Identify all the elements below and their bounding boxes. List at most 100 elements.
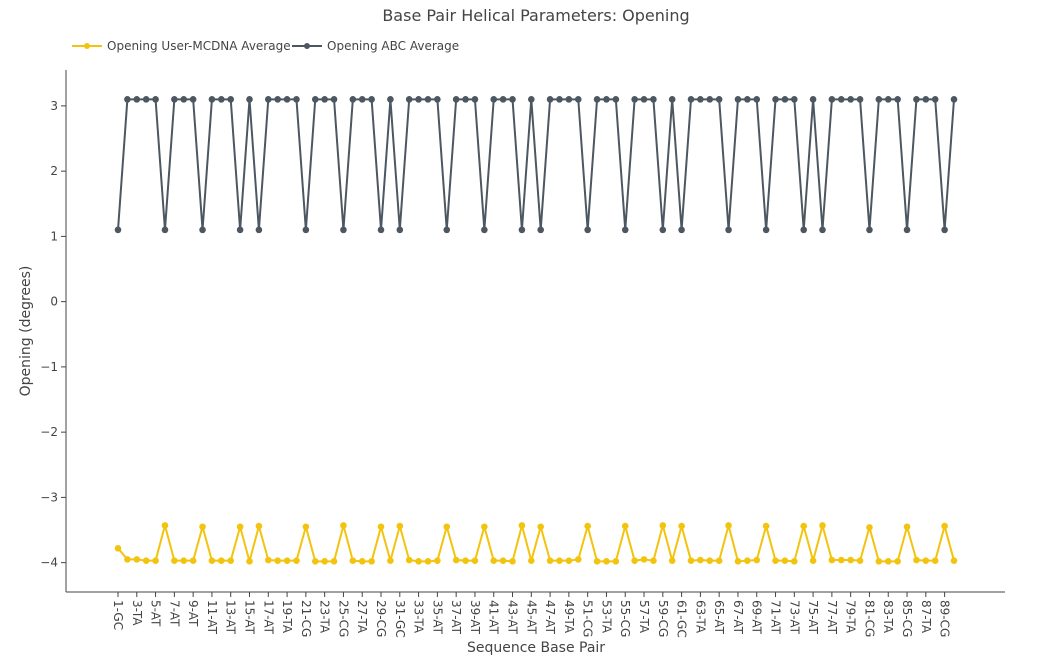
data-point xyxy=(574,556,582,563)
data-point xyxy=(546,557,554,564)
data-point xyxy=(715,557,723,564)
data-point xyxy=(349,96,357,103)
legend-item-user-mcdna[interactable]: Opening User-MCDNA Average xyxy=(72,39,291,53)
data-point xyxy=(856,96,864,103)
data-point xyxy=(847,556,854,564)
data-point xyxy=(330,558,338,565)
y-tick-label: 3 xyxy=(50,99,58,113)
data-point xyxy=(321,558,328,565)
data-point xyxy=(565,96,573,103)
data-point xyxy=(697,96,704,103)
data-point xyxy=(189,96,197,103)
data-point xyxy=(311,558,319,565)
data-point xyxy=(903,523,911,531)
data-point xyxy=(791,96,798,103)
data-point xyxy=(772,96,779,103)
data-point xyxy=(706,557,714,564)
data-point xyxy=(424,96,432,103)
data-point xyxy=(321,96,328,103)
series-user-mcdna xyxy=(114,522,958,565)
x-tick-label: 75-AT xyxy=(806,600,820,635)
data-point xyxy=(199,226,206,234)
data-point xyxy=(499,557,507,564)
data-point xyxy=(565,557,573,564)
x-tick-label: 43-AT xyxy=(506,600,520,635)
data-point xyxy=(264,96,272,103)
data-point xyxy=(631,557,638,564)
y-tick-label: −1 xyxy=(40,360,58,374)
data-point xyxy=(621,522,629,530)
x-tick-label: 61-GC xyxy=(675,600,689,638)
data-point xyxy=(171,557,178,564)
data-point xyxy=(687,557,695,564)
data-point xyxy=(913,96,920,103)
x-tick-label: 69-AT xyxy=(750,600,764,635)
x-tick-label: 5-AT xyxy=(149,600,163,627)
x-axis-title: Sequence Base Pair xyxy=(467,640,605,656)
data-point xyxy=(208,96,216,103)
data-point xyxy=(462,96,469,103)
x-tick-label: 29-CG xyxy=(374,600,388,637)
data-point xyxy=(124,556,131,563)
data-point xyxy=(434,557,441,564)
data-point xyxy=(490,96,498,103)
data-point xyxy=(481,523,488,531)
data-point xyxy=(124,96,131,103)
data-point xyxy=(753,96,761,103)
data-point xyxy=(772,557,779,564)
data-point xyxy=(734,558,742,565)
data-point xyxy=(236,226,244,234)
legend-marker-abc xyxy=(304,43,310,49)
data-point xyxy=(922,96,930,103)
data-point xyxy=(931,96,939,103)
data-point xyxy=(274,96,281,103)
data-point xyxy=(452,556,460,564)
data-point xyxy=(152,557,159,564)
x-tick-label: 31-GC xyxy=(393,600,407,638)
data-point xyxy=(528,96,535,103)
legend-item-abc[interactable]: Opening ABC Average xyxy=(292,39,459,53)
x-tick-label: 67-AT xyxy=(731,600,745,635)
data-point xyxy=(650,96,657,103)
data-point xyxy=(659,522,667,529)
data-point xyxy=(368,96,375,103)
data-point xyxy=(678,522,685,530)
data-point xyxy=(528,557,535,564)
data-point xyxy=(556,96,563,103)
data-point xyxy=(678,226,685,234)
x-tick-label: 81-CG xyxy=(862,600,876,637)
data-point xyxy=(199,523,206,531)
x-tick-label: 51-CG xyxy=(581,600,595,637)
data-point xyxy=(603,558,610,565)
data-point xyxy=(715,96,723,103)
data-point xyxy=(415,96,422,103)
data-point xyxy=(894,558,901,565)
x-tick-label: 25-CG xyxy=(336,600,350,637)
x-tick-label: 11-AT xyxy=(205,600,219,635)
data-point xyxy=(744,557,751,564)
y-tick-label: 1 xyxy=(50,229,58,243)
data-point xyxy=(340,226,347,234)
data-point xyxy=(302,226,310,234)
data-point xyxy=(584,522,591,530)
data-point xyxy=(894,96,901,103)
data-point xyxy=(612,558,620,565)
x-tick-label: 65-AT xyxy=(712,600,726,635)
data-point xyxy=(171,96,178,103)
x-tick-label: 89-CG xyxy=(938,600,952,637)
data-point xyxy=(311,96,319,103)
x-tick-label: 53-TA xyxy=(599,600,613,634)
data-point xyxy=(518,226,526,234)
data-point xyxy=(875,96,883,103)
data-point xyxy=(218,96,225,103)
data-point xyxy=(509,96,516,103)
x-tick-label: 23-TA xyxy=(318,600,332,634)
data-point xyxy=(941,522,948,530)
data-point xyxy=(762,522,770,530)
data-point xyxy=(574,96,582,103)
data-point xyxy=(462,557,469,564)
data-point xyxy=(377,226,385,234)
x-tick-label: 7-AT xyxy=(167,600,181,627)
data-point xyxy=(133,96,141,103)
data-point xyxy=(481,226,488,234)
